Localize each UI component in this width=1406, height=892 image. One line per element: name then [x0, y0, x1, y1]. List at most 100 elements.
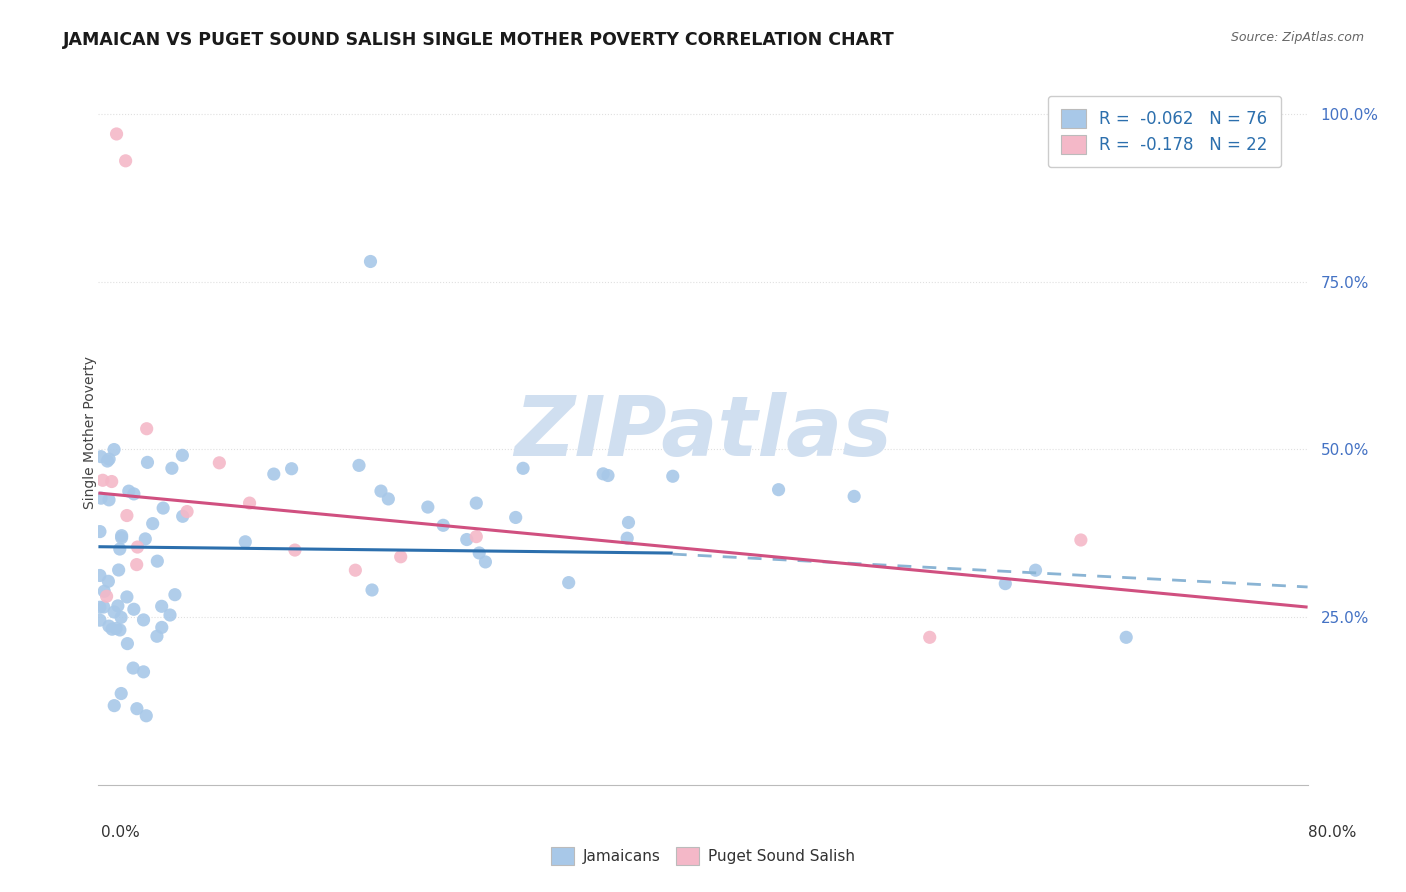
Point — [135, 708, 157, 723]
Point — [108, 542, 131, 557]
Point — [505, 510, 527, 524]
Text: 0.0%: 0.0% — [101, 825, 141, 840]
Point — [100, 475, 122, 489]
Point — [844, 489, 866, 503]
Point — [110, 610, 132, 624]
Point — [111, 529, 134, 543]
Point — [474, 555, 496, 569]
Point — [103, 605, 125, 619]
Point — [118, 484, 141, 499]
Text: JAMAICAN VS PUGET SOUND SALISH SINGLE MOTHER POVERTY CORRELATION CHART: JAMAICAN VS PUGET SOUND SALISH SINGLE MO… — [63, 31, 896, 49]
Point — [97, 574, 120, 589]
Point — [176, 505, 198, 519]
Point — [468, 546, 491, 560]
Point — [361, 582, 384, 597]
Point — [512, 461, 534, 475]
Point — [150, 599, 173, 614]
Point — [89, 524, 111, 539]
Text: Source: ZipAtlas.com: Source: ZipAtlas.com — [1230, 31, 1364, 45]
Point — [152, 501, 174, 516]
Point — [208, 456, 231, 470]
Point — [135, 422, 157, 436]
Point — [160, 461, 183, 475]
Point — [344, 563, 367, 577]
Point — [96, 589, 118, 603]
Point — [103, 442, 125, 457]
Point — [136, 455, 159, 469]
Point — [370, 484, 392, 499]
Point — [114, 153, 136, 168]
Point — [132, 665, 155, 679]
Point — [132, 613, 155, 627]
Point — [89, 568, 111, 582]
Point — [122, 487, 145, 501]
Point — [347, 458, 370, 473]
Point — [163, 588, 186, 602]
Point — [360, 254, 382, 268]
Point — [89, 613, 111, 627]
Point — [280, 461, 302, 475]
Point — [172, 509, 194, 524]
Point — [456, 533, 478, 547]
Point — [661, 469, 683, 483]
Point — [596, 468, 619, 483]
Point — [115, 508, 138, 523]
Legend: Jamaicans, Puget Sound Salish: Jamaicans, Puget Sound Salish — [544, 841, 862, 871]
Point — [239, 496, 262, 510]
Point — [93, 584, 115, 599]
Point — [89, 600, 111, 615]
Text: 80.0%: 80.0% — [1309, 825, 1357, 840]
Point — [90, 491, 112, 505]
Point — [103, 698, 125, 713]
Point — [93, 600, 115, 615]
Point — [377, 491, 399, 506]
Point — [96, 454, 118, 468]
Point — [557, 575, 579, 590]
Point — [115, 590, 138, 604]
Point — [125, 558, 148, 572]
Point — [91, 473, 114, 487]
Point — [617, 516, 640, 530]
Point — [918, 630, 941, 644]
Point — [90, 450, 112, 464]
Point — [142, 516, 165, 531]
Point — [1070, 533, 1092, 547]
Text: ZIPatlas: ZIPatlas — [515, 392, 891, 473]
Point — [592, 467, 614, 481]
Point — [101, 622, 124, 636]
Point — [465, 530, 488, 544]
Point — [105, 127, 128, 141]
Point — [416, 500, 439, 514]
Point — [1115, 630, 1137, 644]
Point — [389, 549, 412, 564]
Point — [122, 602, 145, 616]
Point — [105, 622, 128, 636]
Point — [768, 483, 790, 497]
Point — [127, 540, 149, 554]
Point — [159, 607, 181, 622]
Point — [117, 637, 139, 651]
Point — [110, 531, 132, 545]
Point — [122, 661, 145, 675]
Point — [284, 543, 307, 558]
Point — [146, 554, 169, 568]
Point — [465, 496, 488, 510]
Point — [107, 563, 129, 577]
Point — [107, 599, 129, 613]
Point — [98, 492, 121, 507]
Point — [134, 532, 156, 546]
Point — [994, 576, 1017, 591]
Point — [146, 629, 169, 643]
Point — [110, 686, 132, 700]
Point — [172, 448, 194, 462]
Point — [1024, 563, 1046, 577]
Point — [150, 620, 173, 634]
Point — [616, 531, 638, 545]
Point — [98, 452, 121, 467]
Point — [233, 534, 256, 549]
Point — [432, 518, 454, 533]
Point — [263, 467, 285, 481]
Legend: R =  -0.062   N = 76, R =  -0.178   N = 22: R = -0.062 N = 76, R = -0.178 N = 22 — [1047, 95, 1281, 168]
Point — [125, 701, 148, 715]
Point — [108, 623, 131, 637]
